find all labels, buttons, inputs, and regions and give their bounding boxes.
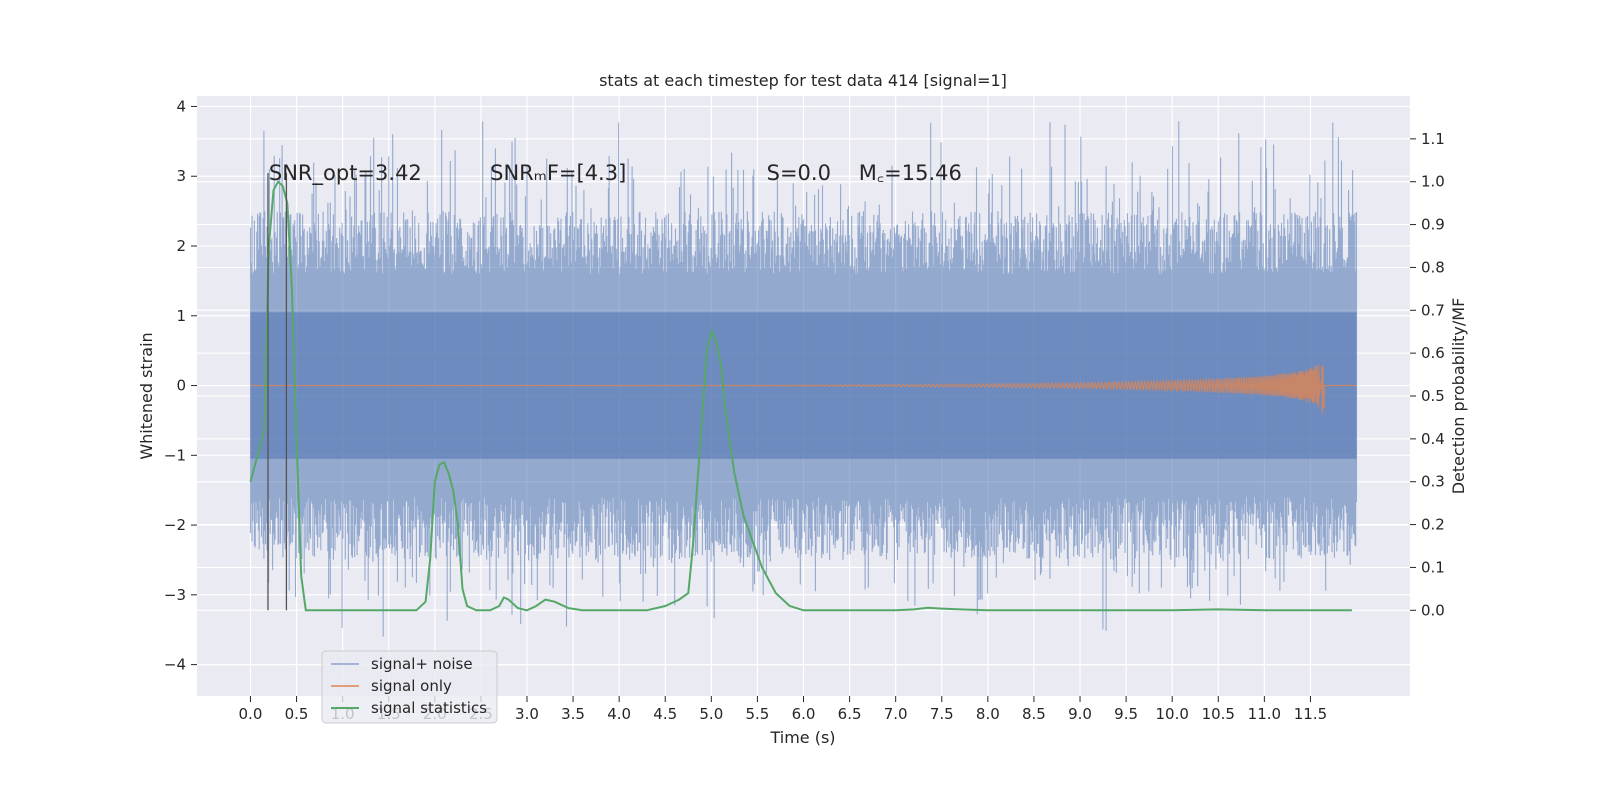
y-right-tick-label: 1.1 [1421, 130, 1445, 148]
y-tick-label: 0 [176, 377, 186, 395]
y-right-tick-label: 0.2 [1421, 516, 1445, 534]
x-tick-label: 10.0 [1155, 705, 1188, 723]
x-tick-label: 7.5 [930, 705, 954, 723]
legend-box [321, 650, 498, 724]
x-tick-label: 9.5 [1114, 705, 1138, 723]
x-tick-label: 10.5 [1202, 705, 1235, 723]
y-right-tick-label: 0.9 [1421, 216, 1445, 234]
x-tick-label: 11.0 [1248, 705, 1281, 723]
y-right-tick-label: 0.8 [1421, 258, 1445, 276]
noise-trace [249, 121, 1358, 637]
annotation-label: S=0.0 [767, 161, 831, 185]
y-axis-label: Whitened strain [137, 332, 156, 459]
legend-entry: signal+ noise [371, 655, 473, 673]
x-tick-label: 5.5 [745, 705, 769, 723]
y-right-tick-label: 0.6 [1421, 344, 1445, 362]
x-axis-label: Time (s) [769, 728, 835, 747]
x-tick-label: 6.5 [838, 705, 862, 723]
chart-title: stats at each timestep for test data 414… [599, 71, 1007, 90]
y-tick-label: −2 [164, 516, 186, 534]
x-tick-label: 7.0 [884, 705, 908, 723]
x-tick-label: 4.0 [607, 705, 631, 723]
x-tick-label: 4.5 [653, 705, 677, 723]
x-tick-label: 5.0 [699, 705, 723, 723]
y-tick-label: −4 [164, 656, 186, 674]
y-right-tick-label: 0.4 [1421, 430, 1445, 448]
annotation-label: M꜀=15.46 [859, 161, 962, 185]
x-tick-label: 3.0 [515, 705, 539, 723]
x-tick-label: 9.0 [1068, 705, 1092, 723]
y-right-tick-label: 0.1 [1421, 558, 1445, 576]
series-signal-statistics [249, 180, 1352, 612]
x-tick-label: 8.0 [976, 705, 1000, 723]
legend: signal+ noise signal only signal statistic… [321, 650, 498, 724]
x-tick-label: 6.0 [792, 705, 816, 723]
y-tick-label: −3 [164, 586, 186, 604]
statistics-line [249, 180, 1352, 612]
y-tick-label: 3 [176, 167, 186, 185]
y-right-tick-label: 0.3 [1421, 473, 1445, 491]
y-right-tick-label: 0.0 [1421, 601, 1445, 619]
x-tick-label: 11.5 [1294, 705, 1327, 723]
annotation-label: SNRₘF=[4.3] [490, 161, 626, 185]
legend-entry: signal statistics [371, 699, 487, 717]
y-tick-label: −1 [164, 446, 186, 464]
x-tick-label: 8.5 [1022, 705, 1046, 723]
y-tick-label: 2 [176, 237, 186, 255]
chirp-trace [250, 363, 1357, 414]
y-right-tick-label: 0.7 [1421, 301, 1445, 319]
y-tick-label: 4 [176, 97, 186, 115]
legend-entry: signal only [371, 677, 452, 695]
y-right-tick-label: 1.0 [1421, 173, 1445, 191]
y-tick-label: 1 [176, 307, 186, 325]
annotations: SNR_opt=3.42 SNRₘF=[4.3] S=0.0 M꜀=15.46 [269, 161, 962, 186]
y-right-tick-label: 0.5 [1421, 387, 1445, 405]
vertical-markers [267, 173, 288, 611]
series-signal-only [250, 363, 1357, 414]
axes: 0.00.51.01.52.02.53.03.54.04.55.05.56.06… [164, 97, 1445, 723]
annotation-label: SNR_opt=3.42 [269, 161, 422, 186]
x-tick-label: 0.5 [285, 705, 309, 723]
x-tick-label: 0.0 [239, 705, 263, 723]
y-right-axis-label: Detection probability/MF [1449, 298, 1468, 495]
x-tick-label: 3.5 [561, 705, 585, 723]
